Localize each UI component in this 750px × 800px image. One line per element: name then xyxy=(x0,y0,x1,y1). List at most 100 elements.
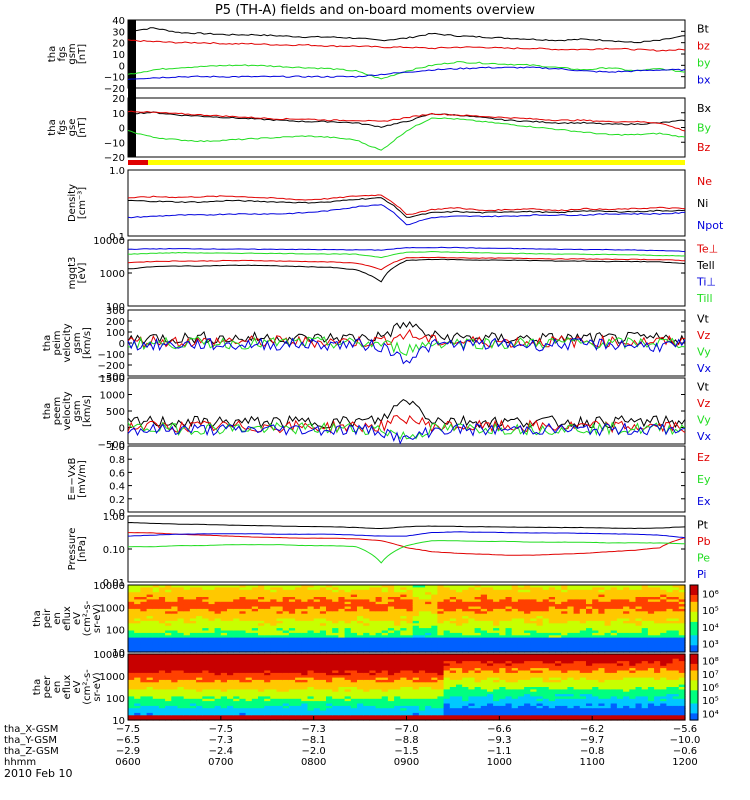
spectrogram-cell xyxy=(251,675,259,679)
spectrogram-cell xyxy=(592,606,599,610)
panel-frame xyxy=(127,445,686,513)
spectrogram-cell xyxy=(220,665,228,669)
spectrogram-cell xyxy=(208,710,216,714)
spectrogram-cell xyxy=(592,661,599,665)
spectrogram-cell xyxy=(542,665,550,669)
spectrogram-cell xyxy=(449,611,457,615)
spectrogram-cell xyxy=(548,694,556,698)
spectrogram-cell xyxy=(487,632,494,636)
spectrogram-cell xyxy=(208,701,216,705)
spectrogram-cell xyxy=(251,661,259,665)
spectrogram-cell xyxy=(586,649,593,653)
spectrogram-cell xyxy=(598,642,606,646)
spectrogram-cell xyxy=(449,675,457,679)
spectrogram-cell xyxy=(332,613,339,617)
spectrogram-cell xyxy=(319,635,327,639)
spectrogram-cell xyxy=(220,647,228,651)
spectrogram-cell xyxy=(598,585,606,588)
spectrogram-cell xyxy=(586,705,593,709)
spectrogram-cell xyxy=(233,654,240,657)
spectrogram-cell xyxy=(245,613,253,617)
spectrogram-cell xyxy=(542,589,550,593)
spectrogram-cell xyxy=(344,677,352,681)
y-axis-label-line: eV xyxy=(72,612,83,625)
spectrogram-cell xyxy=(598,703,606,707)
spectrogram-cell xyxy=(524,679,531,683)
spectrogram-cell xyxy=(202,630,210,634)
spectrogram-cell xyxy=(629,597,637,600)
spectrogram-cell xyxy=(146,665,154,669)
spectrogram-cell xyxy=(567,628,575,632)
spectrogram-cell xyxy=(586,635,593,639)
spectrogram-cell xyxy=(363,594,370,598)
spectrogram-cell xyxy=(270,613,278,617)
spectrogram-cell xyxy=(406,597,414,600)
spectrogram-cell xyxy=(474,613,482,617)
spectrogram-cell xyxy=(623,597,630,600)
spectrogram-cell xyxy=(245,654,253,657)
spectrogram-cell xyxy=(245,640,253,643)
spectrogram-cell xyxy=(548,632,556,636)
spectrogram-cell xyxy=(437,708,445,712)
spectrogram-cell xyxy=(357,585,364,588)
spectrogram-cell xyxy=(276,701,284,705)
spectrogram-cell xyxy=(350,608,358,612)
spectrogram-cell xyxy=(555,665,562,669)
spectrogram-cell xyxy=(381,679,389,683)
spectrogram-cell xyxy=(214,620,222,624)
spectrogram-cell xyxy=(425,592,432,596)
spectrogram-cell xyxy=(394,592,401,596)
spectrogram-cell xyxy=(505,698,513,702)
spectrogram-cell xyxy=(239,623,247,627)
spectrogram-cell xyxy=(357,670,364,674)
spectrogram-cell xyxy=(171,656,179,660)
spectrogram-cell xyxy=(375,592,383,596)
spectrogram-cell xyxy=(641,597,649,600)
y-tick-label: −20 xyxy=(104,153,125,164)
spectrogram-cell xyxy=(227,705,234,709)
spectrogram-cell xyxy=(536,597,544,600)
spectrogram-cell xyxy=(282,625,290,629)
spectrogram-cell xyxy=(474,689,482,693)
spectrogram-cell xyxy=(363,689,370,693)
spectrogram-cell xyxy=(573,601,581,605)
spectrogram-cell xyxy=(586,708,593,712)
spectrogram-cell xyxy=(381,687,389,690)
spectrogram-cell xyxy=(177,661,185,665)
spectrogram-cell xyxy=(158,587,166,591)
spectrogram-cell xyxy=(134,618,141,622)
spectrogram-cell xyxy=(214,672,222,676)
spectrogram-cell xyxy=(536,640,544,643)
spectrogram-cell xyxy=(443,696,451,700)
spectrogram-cell xyxy=(245,663,253,667)
spectrogram-cell xyxy=(548,677,556,681)
spectrogram-cell xyxy=(128,689,135,693)
spectrogram-cell xyxy=(431,677,439,681)
spectrogram-cell xyxy=(208,705,216,709)
panel-frame xyxy=(127,97,686,158)
spectrogram-cell xyxy=(251,592,259,596)
spectrogram-cell xyxy=(437,644,445,648)
spectrogram-cell xyxy=(586,717,593,721)
spectrogram-cell xyxy=(487,677,494,681)
y-tick-label: −500 xyxy=(98,440,125,451)
spectrogram-cell xyxy=(177,717,185,721)
spectrogram-cell xyxy=(196,604,203,608)
spectrogram-cell xyxy=(369,620,377,624)
spectrogram-cell xyxy=(536,628,544,632)
spectrogram-cell xyxy=(493,691,500,695)
spectrogram-cell xyxy=(239,679,247,683)
spectrogram-cell xyxy=(270,658,278,662)
spectrogram-cell xyxy=(158,682,166,686)
spectrogram-cell xyxy=(598,623,606,627)
spectrogram-cell xyxy=(251,658,259,662)
spectrogram-cell xyxy=(270,705,278,709)
spectrogram-cell xyxy=(158,663,166,667)
spectrogram-cell xyxy=(387,635,395,639)
spectrogram-cell xyxy=(338,592,346,596)
spectrogram-cell xyxy=(487,710,494,714)
spectrogram-cell xyxy=(493,640,500,643)
series-line-bz xyxy=(127,39,686,52)
spectrogram-cell xyxy=(375,606,383,610)
spectrogram-cell xyxy=(152,644,160,648)
